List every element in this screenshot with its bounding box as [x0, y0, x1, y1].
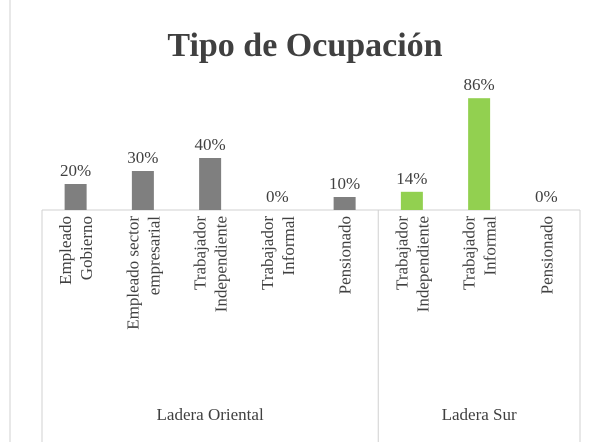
- data-label: 30%: [127, 148, 158, 167]
- bar: [468, 98, 491, 210]
- x-tick-label: Trabajador: [460, 216, 479, 290]
- x-tick-label: Empleado sector: [123, 216, 142, 330]
- x-tick-label: Trabajador: [191, 216, 210, 290]
- group-label: Ladera Sur: [442, 405, 517, 424]
- x-tick-label: empresarial: [144, 216, 163, 296]
- data-label: 86%: [464, 75, 495, 94]
- group-label: Ladera Oriental: [157, 405, 264, 424]
- x-tick-label: Gobierno: [77, 216, 96, 280]
- x-tick-label: Pensionado: [336, 216, 355, 294]
- chart-title: Tipo de Ocupación: [167, 27, 442, 64]
- x-tick-label: Informal: [279, 216, 298, 276]
- data-label: 10%: [329, 174, 360, 193]
- bar: [333, 197, 356, 210]
- data-label: 0%: [535, 187, 558, 206]
- bar: [64, 184, 87, 210]
- x-tick-label: Trabajador: [258, 216, 277, 290]
- x-tick-label: Independiente: [212, 216, 231, 312]
- data-label: 20%: [60, 161, 91, 180]
- x-tick-label: Empleado: [56, 216, 75, 285]
- data-label: 0%: [266, 187, 289, 206]
- bar: [131, 171, 154, 210]
- bar: [400, 191, 423, 210]
- x-tick-label: Pensionado: [537, 216, 556, 294]
- x-tick-label: Trabajador: [392, 216, 411, 290]
- bar: [199, 158, 222, 210]
- x-tick-label: Informal: [481, 216, 500, 276]
- data-label: 14%: [396, 169, 427, 188]
- data-label: 40%: [195, 135, 226, 154]
- x-tick-label: Independiente: [413, 216, 432, 312]
